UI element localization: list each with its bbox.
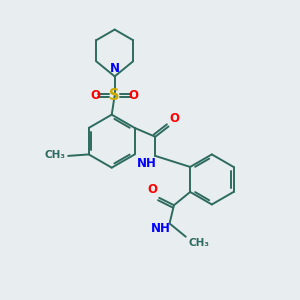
Text: O: O [147, 183, 157, 196]
Text: O: O [129, 89, 139, 102]
Text: O: O [170, 112, 180, 125]
Text: S: S [110, 88, 120, 103]
Text: CH₃: CH₃ [188, 238, 209, 248]
Text: N: N [110, 61, 120, 75]
Text: NH: NH [152, 222, 171, 235]
Text: NH: NH [137, 158, 157, 170]
Text: CH₃: CH₃ [45, 150, 66, 160]
Text: O: O [91, 89, 100, 102]
